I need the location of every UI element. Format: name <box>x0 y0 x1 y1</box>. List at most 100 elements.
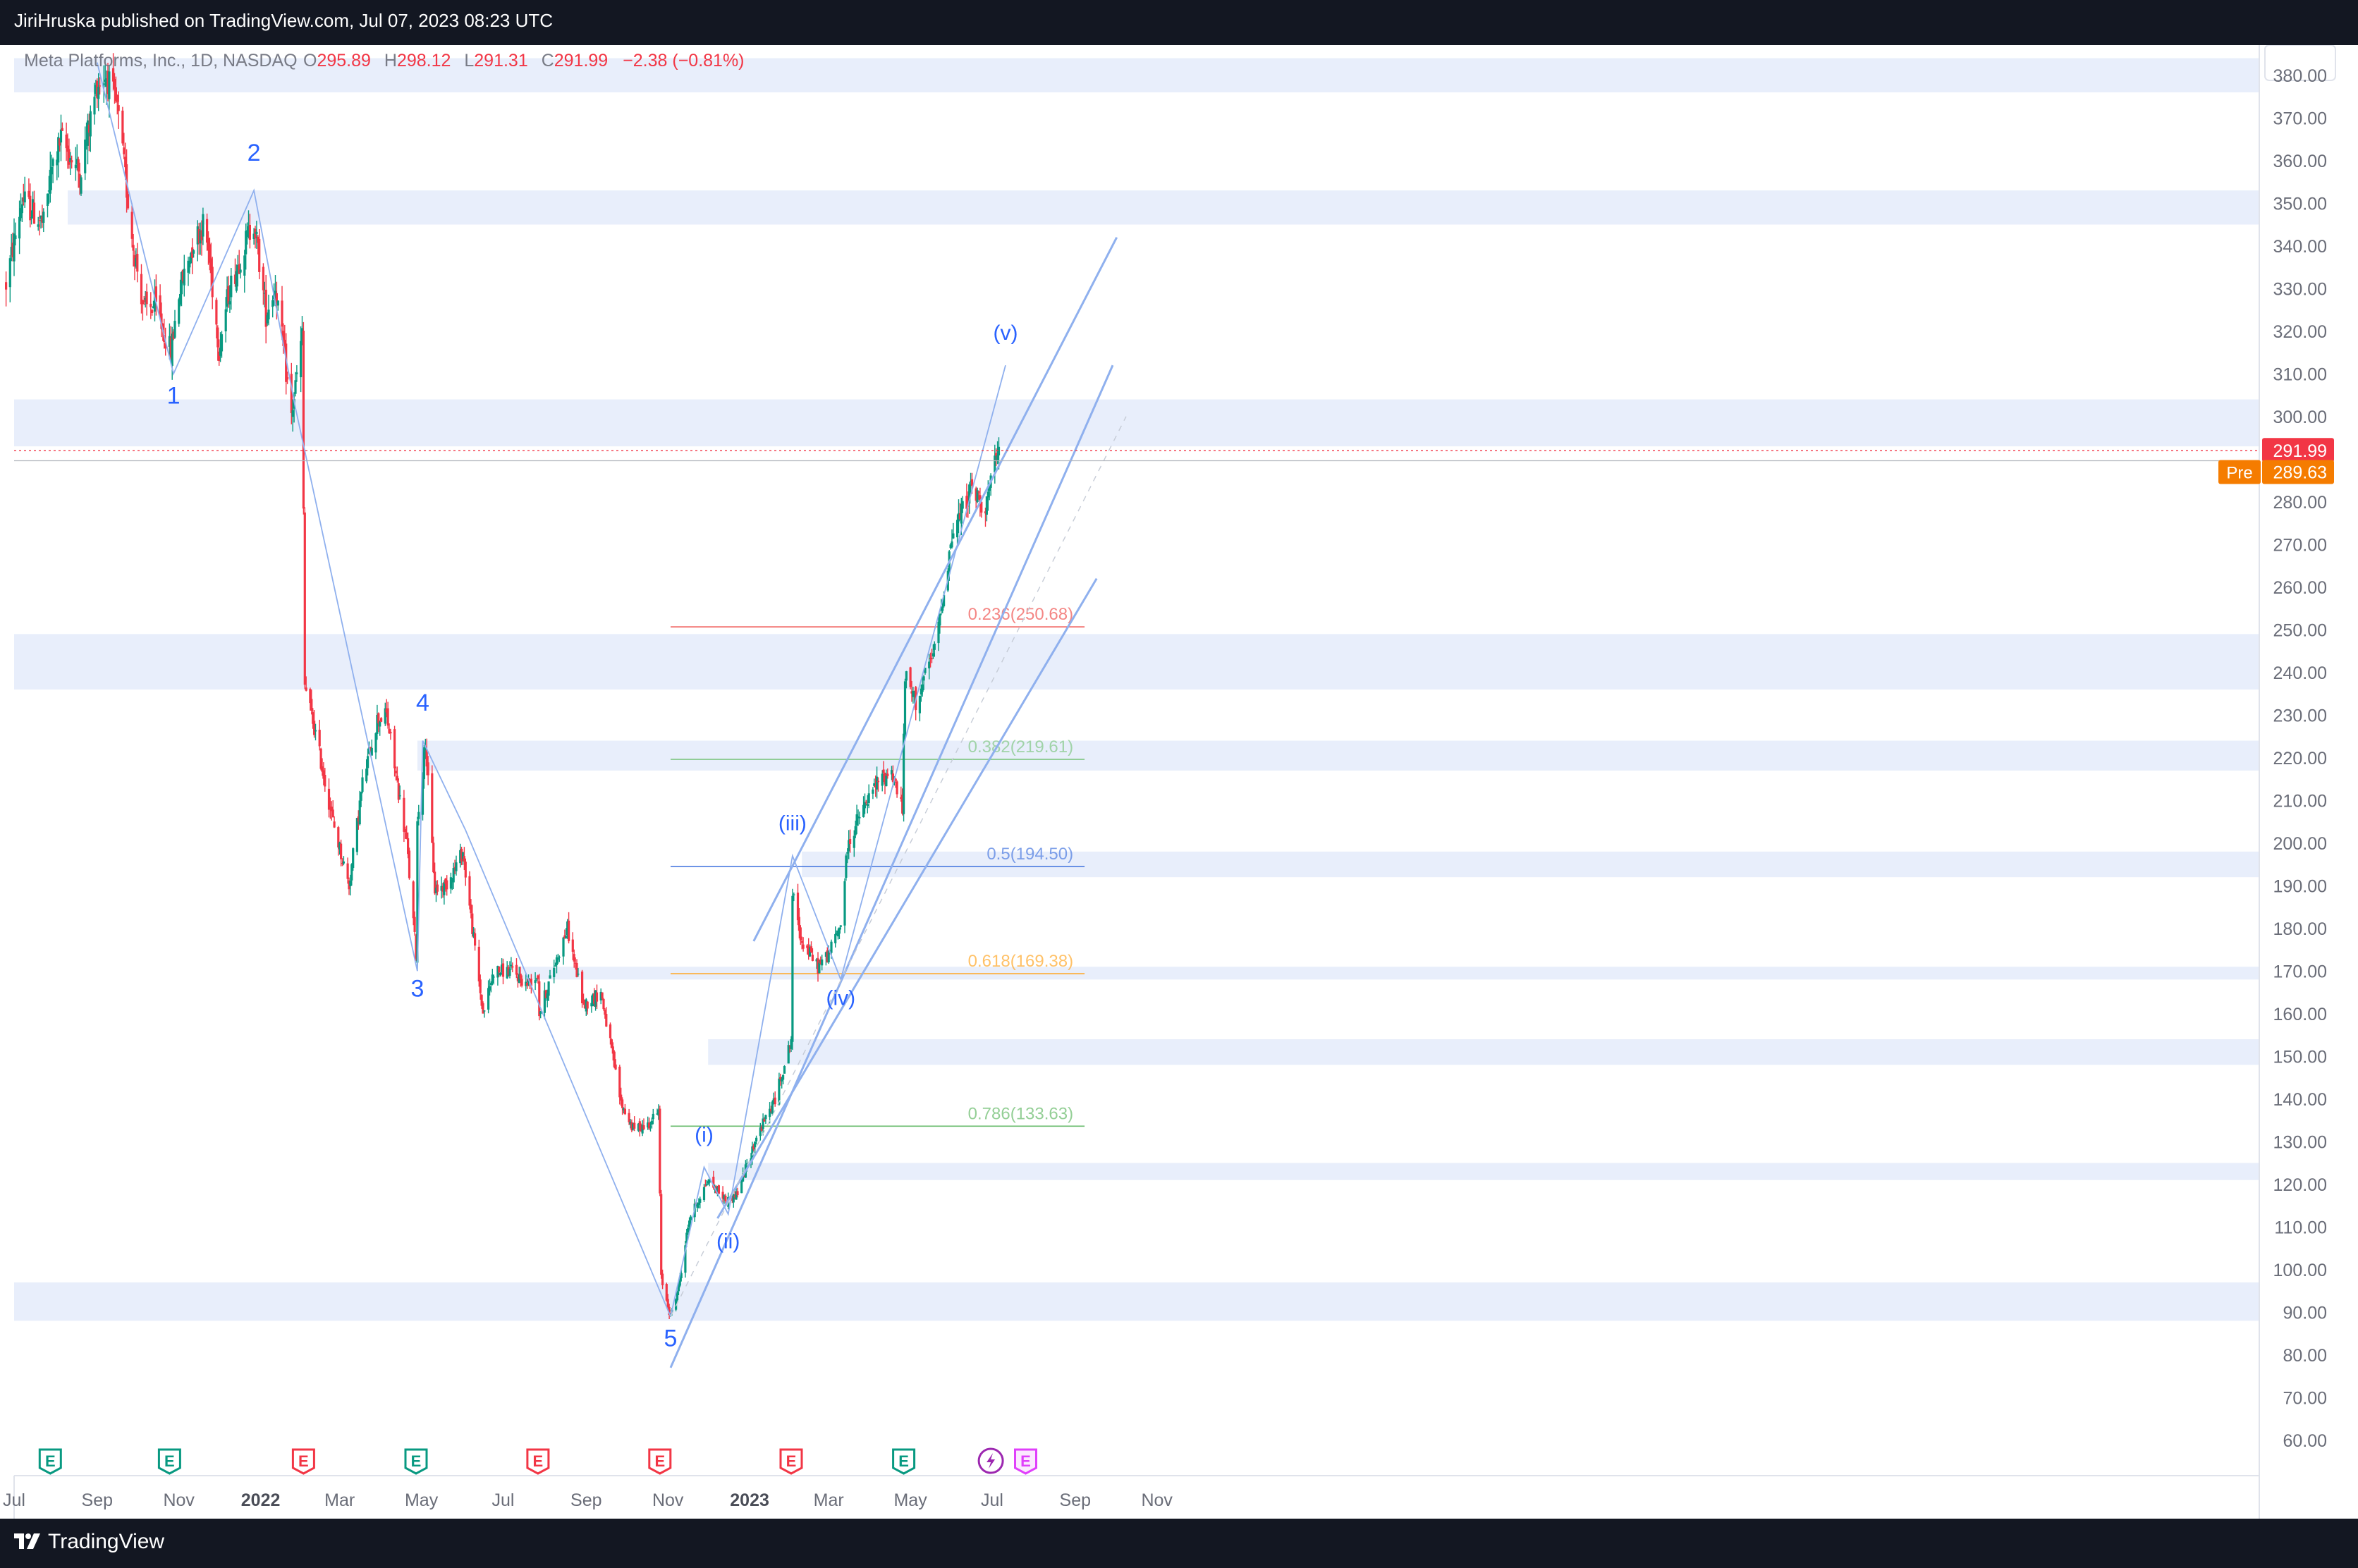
earnings-event-icon[interactable] <box>38 1448 62 1475</box>
price-chart[interactable]: 0.236(250.68) 0.382(219.61) 0.5(194.50) 0.6… <box>0 45 2358 1519</box>
wave-label: 5 <box>664 1325 678 1352</box>
candle-body <box>506 967 508 979</box>
candle-body <box>696 1203 699 1208</box>
candle-body <box>370 747 373 756</box>
candle-body <box>385 709 388 713</box>
candle-body <box>130 212 133 239</box>
candle-body <box>398 795 401 797</box>
candle-body <box>609 1024 612 1039</box>
candle-body <box>928 661 931 669</box>
candle-body <box>951 541 953 548</box>
candle-body <box>582 1000 585 1002</box>
candle-body <box>909 667 912 687</box>
candle-body <box>675 1298 678 1310</box>
candle-body <box>340 843 343 859</box>
x-tick-label: Mar <box>324 1490 355 1510</box>
axis-settings-box[interactable] <box>2264 45 2336 81</box>
candle-body <box>918 696 921 713</box>
candle-body <box>451 880 453 881</box>
wave-label: 1 <box>167 383 181 410</box>
candle-body <box>105 78 108 87</box>
earnings-event-icon[interactable] <box>157 1448 181 1475</box>
tradingview-brand[interactable]: TradingView <box>14 1530 164 1554</box>
candle-body <box>374 733 377 753</box>
candle-body <box>759 1127 762 1137</box>
earnings-event-icon[interactable] <box>648 1448 672 1475</box>
candle-body <box>620 1094 623 1101</box>
wave-lines[interactable] <box>14 62 2259 1368</box>
earnings-event-icon[interactable] <box>779 1448 803 1475</box>
earnings-event-icon[interactable] <box>1014 1448 1037 1475</box>
candle-body <box>796 893 800 921</box>
candle-body <box>421 775 424 815</box>
candle-body <box>800 941 803 943</box>
candle-body <box>290 374 293 414</box>
candle-body <box>872 789 874 794</box>
candle-body <box>853 835 855 848</box>
x-tick-label: Sep <box>570 1490 601 1510</box>
channel-line[interactable] <box>752 236 1118 942</box>
candle-body <box>208 244 211 263</box>
candle-body <box>549 975 551 979</box>
earnings-event-icon[interactable] <box>404 1448 428 1475</box>
candle-body <box>977 491 980 493</box>
price-axis[interactable]: 60.00 70.00 80.00 90.00 100.00 110.00 120.00 13… <box>2273 66 2327 1451</box>
zone <box>68 190 2259 225</box>
candle-body <box>380 718 383 722</box>
earnings-event-icon[interactable] <box>526 1448 550 1475</box>
publisher-bar: JiriHruska published on TradingView.com,… <box>0 0 2358 45</box>
candle-body <box>769 1108 771 1117</box>
candle-body <box>656 1113 659 1115</box>
candle-body <box>975 488 977 501</box>
earnings-event-icon[interactable] <box>291 1448 315 1475</box>
y-tick-label: 220.00 <box>2273 749 2327 768</box>
y-tick-label: 170.00 <box>2273 962 2327 981</box>
candle-body <box>519 973 522 979</box>
x-tick-label: Jul <box>492 1490 515 1510</box>
candle-body <box>408 850 411 878</box>
y-tick-label: 300.00 <box>2273 408 2327 427</box>
candle-body <box>136 254 139 272</box>
y-tick-label: 360.00 <box>2273 152 2327 171</box>
candle-body <box>226 289 228 307</box>
candle-body <box>38 220 41 221</box>
fib-retracement[interactable]: 0.236(250.68) 0.382(219.61) 0.5(194.50) 0.6… <box>671 605 1085 1127</box>
candle-body <box>574 962 577 964</box>
candle-body <box>247 226 250 233</box>
x-tick-label: 2023 <box>730 1490 769 1510</box>
channel-line[interactable] <box>669 365 1114 1368</box>
candle-body <box>367 756 369 768</box>
candle-body <box>772 1098 775 1104</box>
channel-line[interactable] <box>716 577 1098 1219</box>
candle-body <box>479 979 482 993</box>
candle-body <box>697 1202 700 1205</box>
candle-body <box>910 691 913 694</box>
candle-body <box>516 976 519 981</box>
candle-body <box>834 933 837 943</box>
wave-labels: 1 2 3 4 5 (i) (ii) (iii) (iv) (v) <box>167 140 1018 1352</box>
candle-body <box>23 191 26 203</box>
candle-body <box>568 920 570 941</box>
candle-body <box>652 1113 654 1120</box>
candle-body <box>585 999 587 1012</box>
candle-body <box>979 495 982 503</box>
wave-line[interactable] <box>670 365 1006 1317</box>
candle-body <box>487 988 490 1010</box>
candle-body <box>404 828 407 833</box>
candle-body <box>219 348 222 356</box>
earnings-event-icon[interactable] <box>892 1448 916 1475</box>
candle-body <box>239 269 242 273</box>
candle-body <box>449 877 452 889</box>
earnings-event-label: E <box>298 1452 309 1470</box>
candle-body <box>501 964 503 972</box>
candle-body <box>650 1120 653 1125</box>
time-axis[interactable]: Jul Sep Nov 2022 Mar May Jul Sep Nov 2023 Mar May Ju… <box>3 1490 1173 1510</box>
wave-line[interactable] <box>96 62 671 1317</box>
candle-body <box>152 306 155 309</box>
zone <box>417 740 2260 771</box>
candle-body <box>434 887 438 893</box>
premarket-price-text: 289.63 <box>2273 463 2327 482</box>
candle-body <box>218 351 221 362</box>
candle-body <box>333 821 336 828</box>
